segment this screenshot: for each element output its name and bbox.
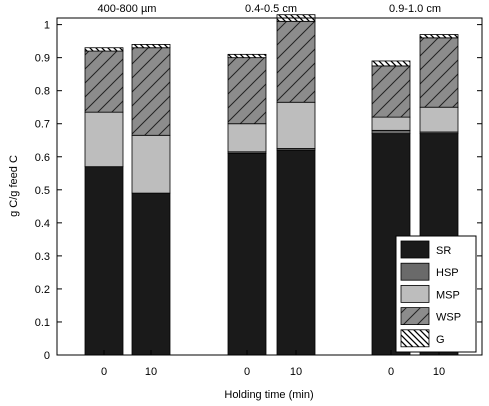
legend-swatch-msp	[400, 284, 430, 303]
bar-segment-msp	[276, 101, 316, 149]
bar-segment-msp	[419, 106, 459, 133]
legend-label-sr: SR	[436, 245, 451, 257]
bar-segment-wsp	[276, 20, 316, 103]
bar-segment-wsp	[84, 50, 124, 113]
legend-swatch-hsp	[400, 262, 430, 281]
y-tick-label: 0.7	[35, 119, 50, 131]
bar-segment-msp	[84, 111, 124, 168]
group-label: 0.4-0.5 cm	[245, 3, 297, 15]
y-tick-label: 0.2	[35, 284, 50, 296]
x-tick-label: 10	[290, 366, 302, 378]
x-tick-label: 10	[145, 366, 157, 378]
y-tick-label: 0.3	[35, 251, 50, 263]
legend-swatch-sr	[400, 240, 430, 259]
group-label: 400-800 µm	[98, 3, 157, 15]
y-axis: 0 0.1 0.2 0.3 0.4 0.5 0.6 0.7 0.8 0.9 1	[35, 20, 482, 362]
bars-layer	[84, 14, 459, 356]
y-tick-label: 0	[44, 350, 50, 362]
x-tick-label: 10	[433, 366, 445, 378]
group-label: 0.9-1.0 cm	[389, 3, 441, 15]
bar-segment-msp	[227, 123, 267, 153]
y-tick-label: 0.9	[35, 53, 50, 65]
y-tick-label: 0.6	[35, 152, 50, 164]
y-tick-label: 1	[44, 20, 50, 32]
plot-area-frame	[56, 17, 483, 356]
legend-label-msp: MSP	[436, 289, 460, 301]
legend-swatch-wsp	[400, 307, 430, 326]
bar-segment-g	[227, 53, 267, 59]
legend: SR HSP MSP WSP G	[395, 235, 477, 353]
bar-segment-wsp	[419, 37, 459, 108]
bar-segment-wsp	[227, 57, 267, 125]
y-tick-label: 0.5	[35, 185, 50, 197]
bar-segment-g	[371, 60, 411, 67]
y-tick-label: 0.8	[35, 86, 50, 98]
bar-segment-msp	[371, 116, 411, 131]
bar-segment-g	[419, 34, 459, 39]
bar-segment-wsp	[131, 47, 171, 136]
bar-segment-g	[131, 44, 171, 49]
legend-label-wsp: WSP	[436, 312, 461, 324]
x-axis-label: Holding time (min)	[224, 389, 313, 401]
y-tick-label: 0.1	[35, 317, 50, 329]
group-labels: 400-800 µm 0.4-0.5 cm 0.9-1.0 cm	[98, 3, 441, 15]
legend-label-g: G	[436, 334, 445, 346]
bar-segment-wsp	[371, 65, 411, 118]
bar-segment-sr	[227, 153, 267, 356]
x-tick-label: 0	[101, 366, 107, 378]
y-tick-label: 0.4	[35, 218, 50, 230]
x-tick-label: 0	[244, 366, 250, 378]
bar-segment-sr	[131, 192, 171, 356]
bar-segment-msp	[131, 134, 171, 194]
bar-segment-hsp	[371, 129, 411, 135]
bar-segment-g	[84, 47, 124, 52]
x-tick-label: 0	[388, 366, 394, 378]
legend-label-hsp: HSP	[436, 267, 459, 279]
legend-swatch-g	[400, 329, 430, 348]
y-axis-label: g C/g feed C	[8, 155, 20, 217]
bar-segment-sr	[84, 166, 124, 356]
bar-segment-sr	[276, 149, 316, 356]
